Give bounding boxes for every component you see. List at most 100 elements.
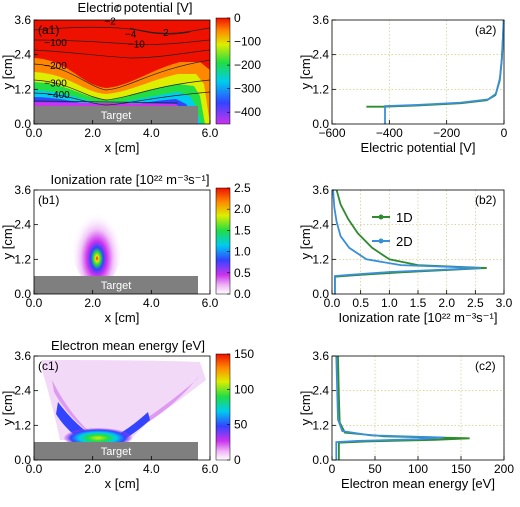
legend-b2: 1D 2D — [372, 210, 413, 249]
colorbar-label-a1-2: −200 — [234, 58, 261, 72]
xtick-label-b1-1: 2.0 — [84, 296, 101, 310]
xtick-label-c1-2: 4.0 — [143, 462, 160, 476]
heatmap-c1-haze — [42, 360, 206, 440]
contour-a1-0 — [34, 26, 210, 34]
xtick-label-b2-3: 1.5 — [410, 296, 427, 310]
panel-label-b2: (b2) — [475, 193, 496, 207]
colorbar-label-b1-3: 1.5 — [234, 223, 251, 237]
panel-label-c2: (c2) — [475, 359, 496, 373]
colorbar-label-a1-1: −100 — [234, 35, 261, 49]
ytick-label-c1-2: 2.4 — [14, 384, 31, 398]
ytick-label-b2-0: 0.0 — [312, 287, 329, 301]
colorbar-c1 — [215, 353, 231, 461]
legend-label-b2-0: 1D — [396, 210, 413, 225]
xtick-label-c2-3: 150 — [451, 462, 471, 476]
ytick-label-c2-3: 3.6 — [312, 349, 329, 363]
frame-a2 — [331, 19, 505, 125]
ytick-label-a2-1: 1.2 — [312, 82, 329, 96]
ytick-label-a1-0: 0.0 — [14, 117, 31, 131]
contour-a1-10 — [34, 49, 210, 59]
xtick-label-a1-3: 6.0 — [202, 126, 219, 140]
ytick-label-c2-0: 0.0 — [312, 453, 329, 467]
xtick-label-b2-4: 2.0 — [438, 296, 455, 310]
ytick-label-a2-3: 3.6 — [312, 13, 329, 27]
series-a2-1 — [384, 19, 505, 124]
colorbar-label-b1-5: 2.5 — [234, 181, 251, 195]
ytick-label-b2-3: 3.6 — [312, 183, 329, 197]
contour-a1-400 — [34, 100, 179, 104]
xtick-label-a2-3: 0 — [501, 126, 508, 140]
contour-a1-300 — [34, 91, 210, 106]
contour-label-a1-0: 0 — [116, 3, 122, 14]
ytick-label-b1-1: 1.2 — [14, 252, 31, 266]
contour-a1-4 — [34, 39, 210, 45]
target-label-b1: Target — [101, 280, 132, 292]
contour-label-a1-1: −2 — [104, 16, 116, 27]
ytick-label-b2-2: 2.4 — [312, 218, 329, 232]
panel-b2: (b2) 1D 2D 0.0 0.5 1.0 1.5 2.0 2.5 3.0 0.0 1.2 2.4… — [298, 183, 513, 325]
panel-a1: Electric potential [V] Target 0−22−4−10− — [0, 0, 261, 155]
ytick-label-a2-2: 2.4 — [312, 48, 329, 62]
xtick-label-b1-0: 0.0 — [26, 296, 43, 310]
panel-label-a2: (a2) — [475, 23, 496, 37]
xlabel-a1: x [cm] — [105, 140, 140, 155]
xtick-label-a2-0: −600 — [318, 126, 345, 140]
colorbar-label-b1-2: 1.0 — [234, 245, 251, 259]
xtick-label-a2-2: −200 — [433, 126, 460, 140]
panel-c2: (c2) 0 50 100 150 200 0.0 1.2 2.4 3.6 Electron me… — [298, 349, 514, 491]
contour-a1-2 — [129, 27, 191, 35]
colorbar-label-c1-2: 50 — [234, 418, 248, 432]
legend-marker-b2-1 — [378, 238, 384, 244]
xtick-label-b2-5: 2.5 — [467, 296, 484, 310]
series-c2-0 — [337, 355, 470, 460]
ytick-label-b1-2: 2.4 — [14, 218, 31, 232]
colorbar-label-c1-1: 100 — [234, 382, 254, 396]
ytick-label-c2-2: 2.4 — [312, 384, 329, 398]
panel-label-a1: (a1) — [38, 23, 59, 37]
contour-label-a1-8: −400 — [47, 90, 70, 101]
ytick-label-b1-3: 3.6 — [14, 183, 31, 197]
ytick-label-c1-3: 3.6 — [14, 349, 31, 363]
target-c1 — [34, 442, 198, 460]
colorbar-a1 — [215, 17, 231, 125]
series-c2-1 — [335, 355, 444, 460]
ylabel-b1: y [cm] — [0, 225, 15, 260]
series-b2-1 — [332, 189, 482, 294]
ytick-label-b1-0: 0.0 — [14, 287, 31, 301]
title-b1: Ionization rate [10²² m⁻³s⁻¹] — [51, 172, 210, 187]
ylabel-b2: y [cm] — [298, 225, 313, 260]
ytick-label-a1-1: 1.2 — [14, 82, 31, 96]
colorbar-label-b1-0: 0.0 — [234, 287, 251, 301]
xlabel-b2: Ionization rate [10²² m⁻³s⁻¹] — [339, 310, 498, 325]
xtick-label-b2-0: 0.0 — [324, 296, 341, 310]
xtick-label-c1-1: 2.0 — [84, 462, 101, 476]
legend-label-b2-1: 2D — [396, 234, 413, 249]
ytick-label-a1-3: 3.6 — [14, 13, 31, 27]
xtick-label-b1-3: 6.0 — [202, 296, 219, 310]
contour-a1-200 — [34, 79, 210, 101]
xtick-label-b2-1: 0.5 — [352, 296, 369, 310]
ylabel-a1: y [cm] — [0, 55, 15, 90]
xtick-label-c2-1: 50 — [368, 462, 382, 476]
xtick-label-c1-3: 6.0 — [202, 462, 219, 476]
title-a1: Electric potential [V] — [78, 0, 193, 15]
title-c1: Electron mean energy [eV] — [51, 338, 205, 353]
frame-c1 — [33, 355, 211, 461]
ytick-label-c1-1: 1.2 — [14, 418, 31, 432]
legend-marker-b2-0 — [378, 214, 384, 220]
xtick-label-c1-0: 0.0 — [26, 462, 43, 476]
target-label-c1: Target — [101, 446, 132, 458]
xtick-label-b2-6: 3.0 — [496, 296, 513, 310]
colorbar-label-c1-3: 0 — [234, 453, 241, 467]
xtick-label-a1-1: 2.0 — [84, 126, 101, 140]
xtick-label-c2-4: 200 — [494, 462, 514, 476]
xtick-label-a1-2: 4.0 — [143, 126, 160, 140]
ylabel-c1: y [cm] — [0, 391, 15, 426]
xlabel-c2: Electron mean energy [eV] — [341, 476, 495, 491]
xtick-label-b2-2: 1.0 — [381, 296, 398, 310]
contour-labels-a1: 0−2 2 −4−10 −100 −200 −300−400 — [44, 3, 169, 101]
xtick-label-c2-0: 0 — [329, 462, 336, 476]
xlabel-a2: Electric potential [V] — [361, 140, 476, 155]
ytick-label-c1-0: 0.0 — [14, 453, 31, 467]
